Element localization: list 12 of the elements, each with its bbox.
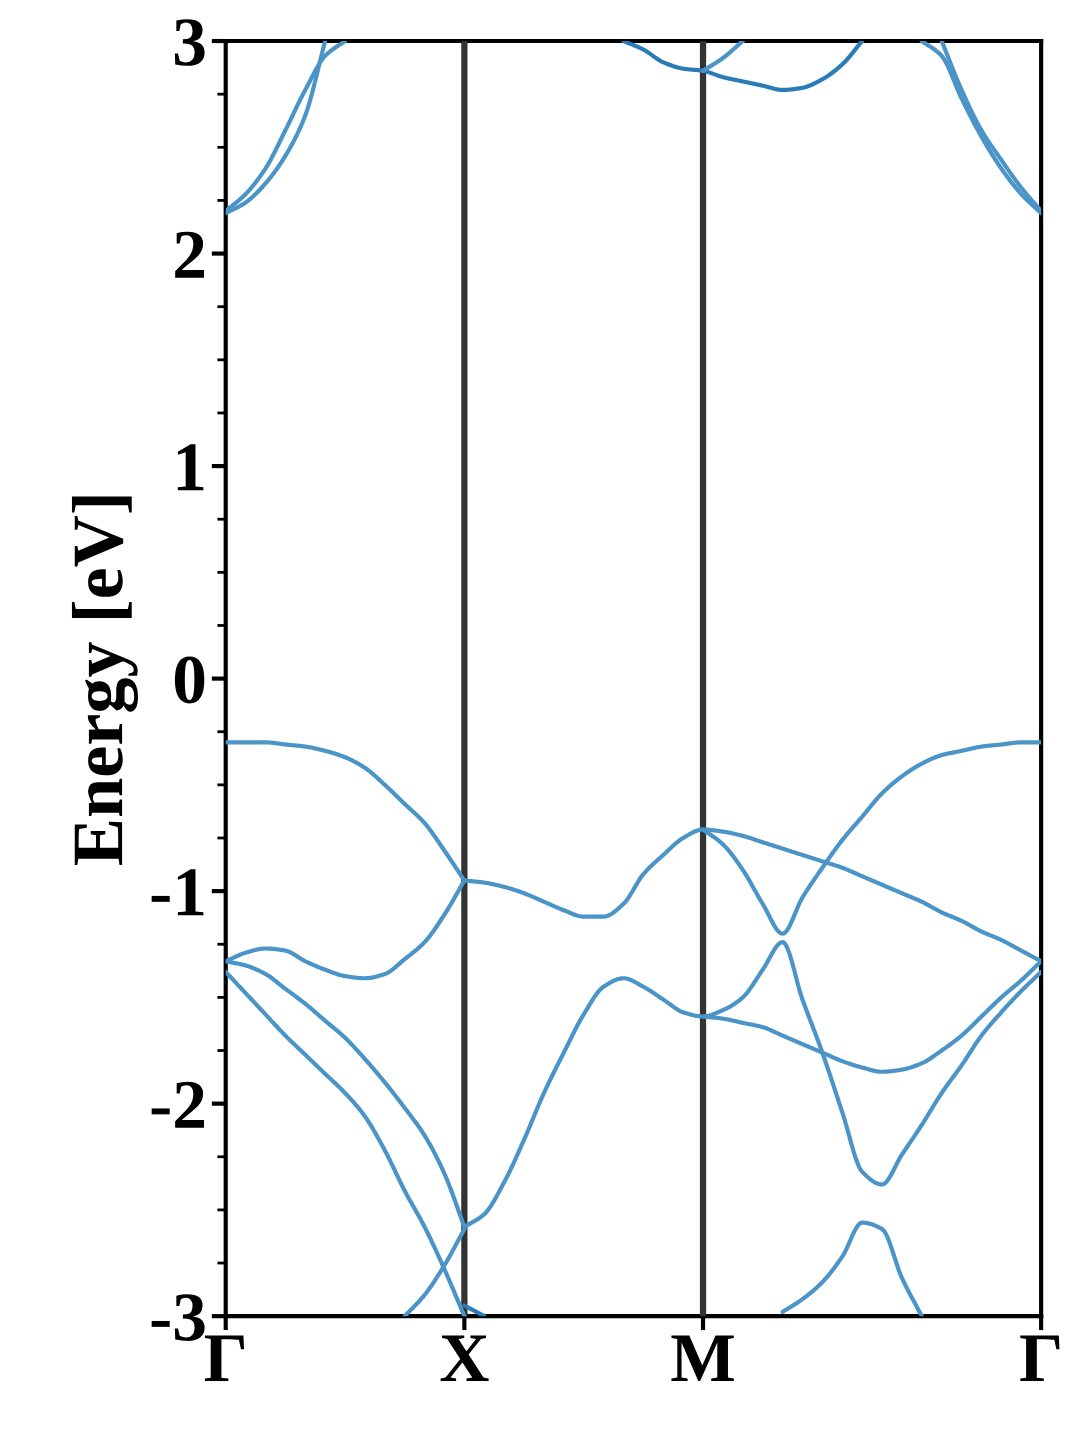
x-tick-label: Γ (204, 1335, 245, 1382)
y-tick-label: 1 (177, 444, 204, 491)
y-tick-label: 2 (175, 231, 204, 278)
x-tick-label: X (440, 1335, 489, 1382)
y-tick-label: -3 (151, 1294, 205, 1341)
y-tick-label: -2 (151, 1081, 204, 1128)
x-tick-label: M (671, 1335, 734, 1382)
y-tick-label: 3 (174, 19, 205, 66)
y-axis-title: Energy [eV] (71, 496, 139, 865)
x-tick-label: Γ (1020, 1335, 1060, 1382)
y-tick-label: 0 (174, 656, 205, 704)
y-tick-label: -1 (151, 869, 204, 916)
